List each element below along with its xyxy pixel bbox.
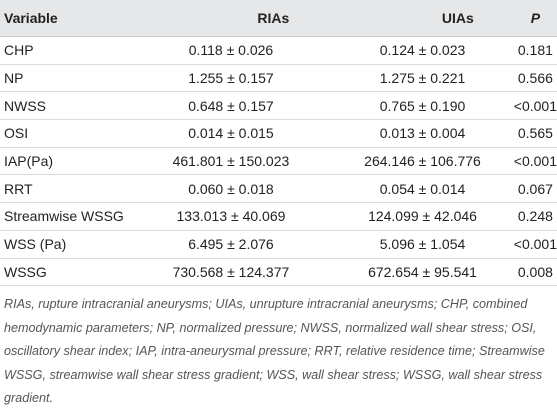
table-cell: 0.067 [513,174,557,204]
header-cell: UIAs [331,0,514,37]
table-row: RRT 0.060 ± 0.018 0.054 ± 0.014 0.067 [0,174,557,204]
table-row: NWSS 0.648 ± 0.157 0.765 ± 0.190 <0.001 [0,91,557,121]
footnote: RIAs, rupture intracranial aneurysms; UI… [4,297,545,406]
table-cell: 0.060 ± 0.018 [130,174,332,204]
table-cell: 730.568 ± 124.377 [130,258,332,287]
data-table: Variable RIAs UIAs P CHP 0.118 ± 0.026 0.124 … [0,0,557,287]
table-row: Streamwise WSSG 133.013 ± 40.069 124.099 ±… [0,202,557,231]
table-cell: 0.765 ± 0.190 [331,91,514,121]
table-body: CHP 0.118 ± 0.026 0.124 ± 0.023 0.181 NP 1.25… [0,36,557,287]
table-row: CHP 0.118 ± 0.026 0.124 ± 0.023 0.181 [0,36,557,65]
header-cell: RIAs [130,0,332,37]
table-cell: IAP(Pa) [0,147,131,176]
table-cell: OSI [0,119,131,148]
table-header: Variable RIAs UIAs P [0,0,557,37]
table-cell: <0.001 [513,147,557,176]
table-cell: 0.008 [513,258,557,287]
table-cell: WSSG [0,258,131,287]
table-cell: <0.001 [513,230,557,259]
table-cell: 1.255 ± 0.157 [130,64,332,93]
table-cell: 264.146 ± 106.776 [331,147,514,176]
table-cell: 0.014 ± 0.015 [130,119,332,148]
table-cell: 0.181 [513,36,557,65]
table-cell: Streamwise WSSG [0,202,131,231]
table-cell: 0.566 [513,64,557,93]
table-row: WSS (Pa) 6.495 ± 2.076 5.096 ± 1.054 <0.001 [0,230,557,259]
table-cell: CHP [0,36,131,65]
table-row: NP 1.255 ± 0.157 1.275 ± 0.221 0.566 [0,64,557,93]
header-row: Variable RIAs UIAs P [0,0,557,37]
table-cell: NP [0,64,131,93]
table-cell: <0.001 [513,91,557,121]
table-cell: 0.248 [513,202,557,231]
table-cell: 0.118 ± 0.026 [130,36,332,65]
table-row: IAP(Pa) 461.801 ± 150.023 264.146 ± 106.77… [0,147,557,176]
table-cell: NWSS [0,91,131,121]
table-cell: 133.013 ± 40.069 [130,202,332,231]
table-cell: 0.648 ± 0.157 [130,91,332,121]
table-cell: 0.124 ± 0.023 [331,36,514,65]
table-cell: 461.801 ± 150.023 [130,147,332,176]
header-cell: Variable [0,0,131,37]
table-cell: 1.275 ± 0.221 [331,64,514,93]
table-cell: 0.013 ± 0.004 [331,119,514,148]
table-cell: 0.565 [513,119,557,148]
table-row: WSSG 730.568 ± 124.377 672.654 ± 95.541 0.0… [0,258,557,287]
table-cell: 0.054 ± 0.014 [331,174,514,204]
table-cell: RRT [0,174,131,204]
table-cell: 124.099 ± 42.046 [331,202,514,231]
table-row: OSI 0.014 ± 0.015 0.013 ± 0.004 0.565 [0,119,557,148]
table-cell: WSS (Pa) [0,230,131,259]
header-cell: P [513,0,557,37]
table-cell: 5.096 ± 1.054 [331,230,514,259]
table-cell: 672.654 ± 95.541 [331,258,514,287]
table-cell: 6.495 ± 2.076 [130,230,332,259]
